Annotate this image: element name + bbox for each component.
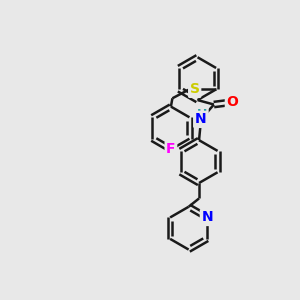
Text: F: F [166, 142, 176, 156]
Text: O: O [226, 95, 238, 109]
Text: N: N [195, 112, 206, 126]
Text: S: S [190, 82, 200, 96]
Text: H: H [197, 108, 207, 122]
Text: N: N [201, 211, 213, 224]
